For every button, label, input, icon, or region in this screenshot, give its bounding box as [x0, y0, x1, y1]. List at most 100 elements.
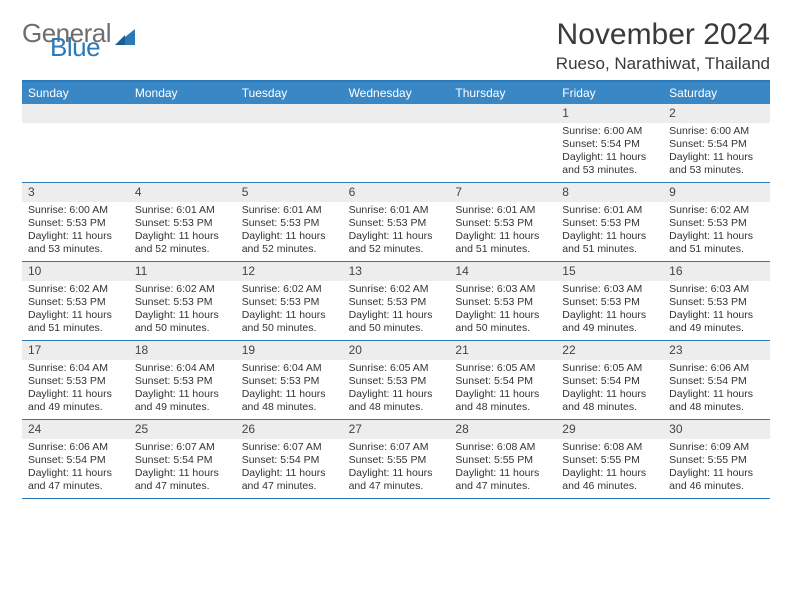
- day-number: 27: [343, 420, 450, 439]
- calendar-day-cell: 14Sunrise: 6:03 AMSunset: 5:53 PMDayligh…: [449, 262, 556, 340]
- sunset-line: Sunset: 5:53 PM: [28, 296, 123, 309]
- day-details: Sunrise: 6:00 AMSunset: 5:54 PMDaylight:…: [556, 123, 663, 182]
- day-details: Sunrise: 6:07 AMSunset: 5:55 PMDaylight:…: [343, 439, 450, 498]
- day-number: 14: [449, 262, 556, 281]
- weekday-header: Thursday: [449, 82, 556, 104]
- calendar-day-cell: 2Sunrise: 6:00 AMSunset: 5:54 PMDaylight…: [663, 104, 770, 182]
- sunset-line: Sunset: 5:53 PM: [349, 217, 444, 230]
- calendar-empty-cell: [449, 104, 556, 182]
- month-title: November 2024: [556, 18, 770, 52]
- daylight-line: Daylight: 11 hours and 49 minutes.: [669, 309, 764, 335]
- calendar-week-row: 1Sunrise: 6:00 AMSunset: 5:54 PMDaylight…: [22, 104, 770, 183]
- daylight-line: Daylight: 11 hours and 46 minutes.: [669, 467, 764, 493]
- calendar-day-cell: 29Sunrise: 6:08 AMSunset: 5:55 PMDayligh…: [556, 420, 663, 498]
- calendar-day-cell: 30Sunrise: 6:09 AMSunset: 5:55 PMDayligh…: [663, 420, 770, 498]
- sunrise-line: Sunrise: 6:07 AM: [349, 441, 444, 454]
- daylight-line: Daylight: 11 hours and 51 minutes.: [28, 309, 123, 335]
- calendar-day-cell: 9Sunrise: 6:02 AMSunset: 5:53 PMDaylight…: [663, 183, 770, 261]
- day-details: Sunrise: 6:05 AMSunset: 5:54 PMDaylight:…: [556, 360, 663, 419]
- calendar-day-cell: 3Sunrise: 6:00 AMSunset: 5:53 PMDaylight…: [22, 183, 129, 261]
- sunrise-line: Sunrise: 6:03 AM: [455, 283, 550, 296]
- sunrise-line: Sunrise: 6:04 AM: [28, 362, 123, 375]
- day-number: 24: [22, 420, 129, 439]
- calendar-day-cell: 13Sunrise: 6:02 AMSunset: 5:53 PMDayligh…: [343, 262, 450, 340]
- sunrise-line: Sunrise: 6:08 AM: [455, 441, 550, 454]
- weekday-header-row: SundayMondayTuesdayWednesdayThursdayFrid…: [22, 82, 770, 104]
- sunrise-line: Sunrise: 6:09 AM: [669, 441, 764, 454]
- calendar-day-cell: 17Sunrise: 6:04 AMSunset: 5:53 PMDayligh…: [22, 341, 129, 419]
- day-details: Sunrise: 6:03 AMSunset: 5:53 PMDaylight:…: [556, 281, 663, 340]
- sunrise-line: Sunrise: 6:02 AM: [669, 204, 764, 217]
- daylight-line: Daylight: 11 hours and 47 minutes.: [455, 467, 550, 493]
- daylight-line: Daylight: 11 hours and 46 minutes.: [562, 467, 657, 493]
- day-details: Sunrise: 6:01 AMSunset: 5:53 PMDaylight:…: [236, 202, 343, 261]
- calendar-day-cell: 5Sunrise: 6:01 AMSunset: 5:53 PMDaylight…: [236, 183, 343, 261]
- calendar-day-cell: 4Sunrise: 6:01 AMSunset: 5:53 PMDaylight…: [129, 183, 236, 261]
- sunset-line: Sunset: 5:54 PM: [562, 138, 657, 151]
- calendar-day-cell: 19Sunrise: 6:04 AMSunset: 5:53 PMDayligh…: [236, 341, 343, 419]
- header-row: General Blue November 2024 Rueso, Narath…: [22, 18, 770, 74]
- calendar-day-cell: 27Sunrise: 6:07 AMSunset: 5:55 PMDayligh…: [343, 420, 450, 498]
- weekday-header: Friday: [556, 82, 663, 104]
- day-number: 8: [556, 183, 663, 202]
- day-number: 6: [343, 183, 450, 202]
- day-details: Sunrise: 6:03 AMSunset: 5:53 PMDaylight:…: [449, 281, 556, 340]
- sunset-line: Sunset: 5:53 PM: [135, 375, 230, 388]
- day-number: 17: [22, 341, 129, 360]
- sunset-line: Sunset: 5:53 PM: [349, 296, 444, 309]
- sunrise-line: Sunrise: 6:00 AM: [28, 204, 123, 217]
- weekday-header: Wednesday: [343, 82, 450, 104]
- sunset-line: Sunset: 5:53 PM: [242, 217, 337, 230]
- logo: General Blue: [22, 18, 139, 58]
- weekday-header: Saturday: [663, 82, 770, 104]
- calendar-week-row: 10Sunrise: 6:02 AMSunset: 5:53 PMDayligh…: [22, 262, 770, 341]
- day-number: 16: [663, 262, 770, 281]
- location-label: Rueso, Narathiwat, Thailand: [556, 54, 770, 74]
- daylight-line: Daylight: 11 hours and 53 minutes.: [562, 151, 657, 177]
- sunrise-line: Sunrise: 6:02 AM: [28, 283, 123, 296]
- day-details: Sunrise: 6:02 AMSunset: 5:53 PMDaylight:…: [343, 281, 450, 340]
- day-number: 4: [129, 183, 236, 202]
- day-number: 10: [22, 262, 129, 281]
- day-number: 7: [449, 183, 556, 202]
- calendar-day-cell: 8Sunrise: 6:01 AMSunset: 5:53 PMDaylight…: [556, 183, 663, 261]
- day-details: Sunrise: 6:07 AMSunset: 5:54 PMDaylight:…: [129, 439, 236, 498]
- day-details: Sunrise: 6:04 AMSunset: 5:53 PMDaylight:…: [236, 360, 343, 419]
- day-number: 20: [343, 341, 450, 360]
- day-details: Sunrise: 6:01 AMSunset: 5:53 PMDaylight:…: [129, 202, 236, 261]
- day-number: [343, 104, 450, 123]
- day-details: Sunrise: 6:06 AMSunset: 5:54 PMDaylight:…: [663, 360, 770, 419]
- weekday-header: Sunday: [22, 82, 129, 104]
- day-number: 23: [663, 341, 770, 360]
- daylight-line: Daylight: 11 hours and 53 minutes.: [669, 151, 764, 177]
- day-details: Sunrise: 6:05 AMSunset: 5:54 PMDaylight:…: [449, 360, 556, 419]
- weekday-header: Tuesday: [236, 82, 343, 104]
- day-number: 12: [236, 262, 343, 281]
- sunset-line: Sunset: 5:53 PM: [562, 217, 657, 230]
- calendar-day-cell: 28Sunrise: 6:08 AMSunset: 5:55 PMDayligh…: [449, 420, 556, 498]
- sunrise-line: Sunrise: 6:06 AM: [669, 362, 764, 375]
- sunset-line: Sunset: 5:54 PM: [562, 375, 657, 388]
- sunset-line: Sunset: 5:53 PM: [349, 375, 444, 388]
- daylight-line: Daylight: 11 hours and 51 minutes.: [562, 230, 657, 256]
- daylight-line: Daylight: 11 hours and 47 minutes.: [135, 467, 230, 493]
- calendar-day-cell: 20Sunrise: 6:05 AMSunset: 5:53 PMDayligh…: [343, 341, 450, 419]
- daylight-line: Daylight: 11 hours and 48 minutes.: [669, 388, 764, 414]
- day-number: 2: [663, 104, 770, 123]
- sunrise-line: Sunrise: 6:03 AM: [562, 283, 657, 296]
- daylight-line: Daylight: 11 hours and 51 minutes.: [455, 230, 550, 256]
- weekday-header: Monday: [129, 82, 236, 104]
- daylight-line: Daylight: 11 hours and 49 minutes.: [28, 388, 123, 414]
- day-number: 3: [22, 183, 129, 202]
- calendar-day-cell: 6Sunrise: 6:01 AMSunset: 5:53 PMDaylight…: [343, 183, 450, 261]
- calendar-day-cell: 12Sunrise: 6:02 AMSunset: 5:53 PMDayligh…: [236, 262, 343, 340]
- calendar-day-cell: 16Sunrise: 6:03 AMSunset: 5:53 PMDayligh…: [663, 262, 770, 340]
- sail-icon: [113, 25, 139, 56]
- sunrise-line: Sunrise: 6:01 AM: [455, 204, 550, 217]
- sunset-line: Sunset: 5:55 PM: [562, 454, 657, 467]
- day-number: 9: [663, 183, 770, 202]
- daylight-line: Daylight: 11 hours and 51 minutes.: [669, 230, 764, 256]
- sunrise-line: Sunrise: 6:04 AM: [242, 362, 337, 375]
- day-number: 15: [556, 262, 663, 281]
- day-details: Sunrise: 6:01 AMSunset: 5:53 PMDaylight:…: [343, 202, 450, 261]
